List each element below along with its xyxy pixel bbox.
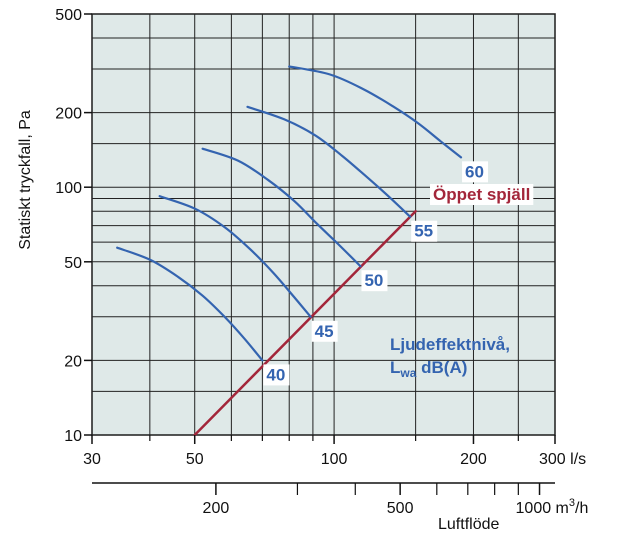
x2-unit-base: 1000 m bbox=[516, 500, 569, 517]
open-damper-label: Öppet spjäll bbox=[433, 185, 530, 204]
lwa-rest: dB(A) bbox=[416, 358, 467, 377]
x2-unit-tail: /h bbox=[575, 500, 588, 517]
y-tick-label: 500 bbox=[55, 7, 82, 24]
x-tick-label: 100 bbox=[321, 451, 348, 468]
y-axis-label: Statiskt tryckfall, Pa bbox=[17, 110, 34, 250]
y-tick-label: 200 bbox=[55, 106, 82, 123]
lwa-sub: wa bbox=[399, 366, 416, 380]
curve-label-55: 55 bbox=[414, 222, 433, 241]
x2-tick-label: 500 bbox=[387, 500, 414, 517]
y-tick-label: 50 bbox=[64, 255, 82, 272]
curve-label-45: 45 bbox=[315, 322, 334, 341]
x2-tick-label: 1000 m3/h bbox=[516, 497, 589, 517]
y-tick-label: 10 bbox=[64, 428, 82, 445]
x-tick-label: 30 bbox=[83, 451, 101, 468]
curve-label-50: 50 bbox=[364, 271, 383, 290]
curve-label-60: 60 bbox=[465, 162, 484, 181]
x-tick-label: 200 bbox=[460, 451, 487, 468]
secondary-x-ticks: 200 500 1000 m3/h bbox=[203, 483, 589, 517]
x-tick-label: 50 bbox=[186, 451, 204, 468]
secondary-x-axis-label: Luftflöde bbox=[438, 516, 499, 533]
x2-tick-label: 200 bbox=[203, 500, 230, 517]
x-tick-label: 300 l/s bbox=[539, 451, 586, 468]
y-tick-label: 100 bbox=[55, 180, 82, 197]
y-tick-label: 20 bbox=[64, 353, 82, 370]
lwa-l: L bbox=[390, 358, 400, 377]
curve-label-40: 40 bbox=[266, 365, 285, 384]
sound-power-label: Ljudeffektnivå, bbox=[390, 335, 510, 354]
plot-area bbox=[92, 14, 555, 435]
